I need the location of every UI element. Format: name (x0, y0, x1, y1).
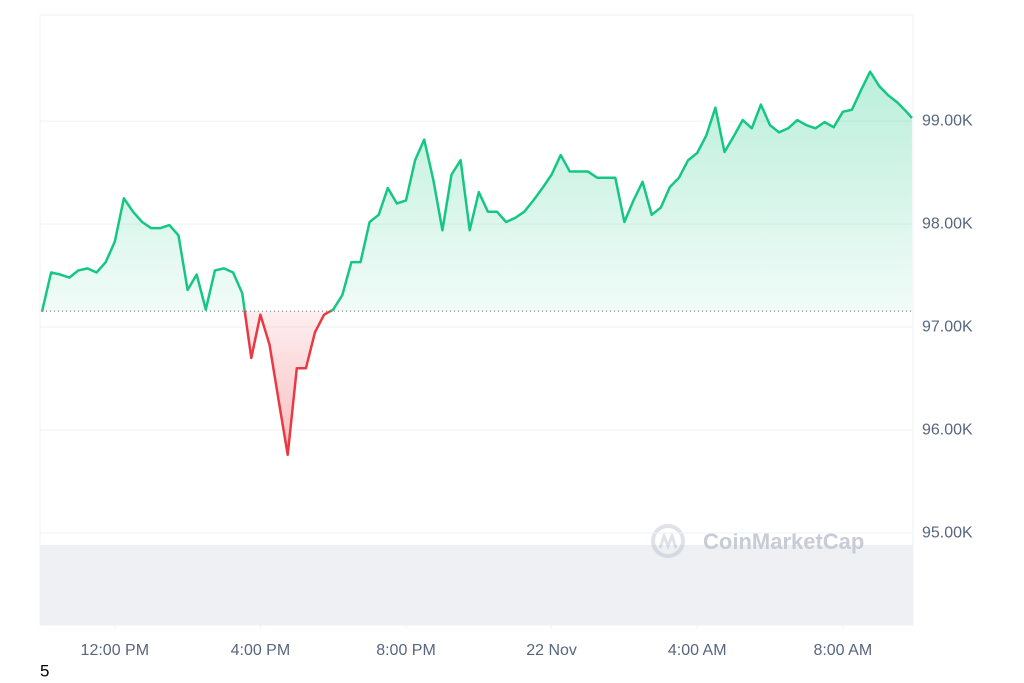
y-tick-label: 96.00K (922, 421, 973, 438)
watermark-logo (651, 524, 685, 558)
x-tick-label: 4:00 PM (231, 642, 291, 659)
footer-text: 5 (40, 661, 49, 680)
price-area (42, 71, 912, 455)
x-tick-label: 8:00 AM (813, 642, 872, 659)
volume-area (40, 545, 913, 625)
y-tick-label: 97.00K (922, 318, 973, 335)
y-tick-label: 98.00K (922, 215, 973, 232)
y-tick-label: 99.00K (922, 112, 973, 129)
x-tick-label: 22 Nov (526, 642, 577, 659)
y-tick-label: 95.00K (922, 524, 973, 541)
price-line (40, 70, 913, 457)
x-tick-label: 12:00 PM (81, 642, 149, 659)
x-tick-label: 4:00 AM (668, 642, 727, 659)
x-tick-label: 8:00 PM (376, 642, 436, 659)
